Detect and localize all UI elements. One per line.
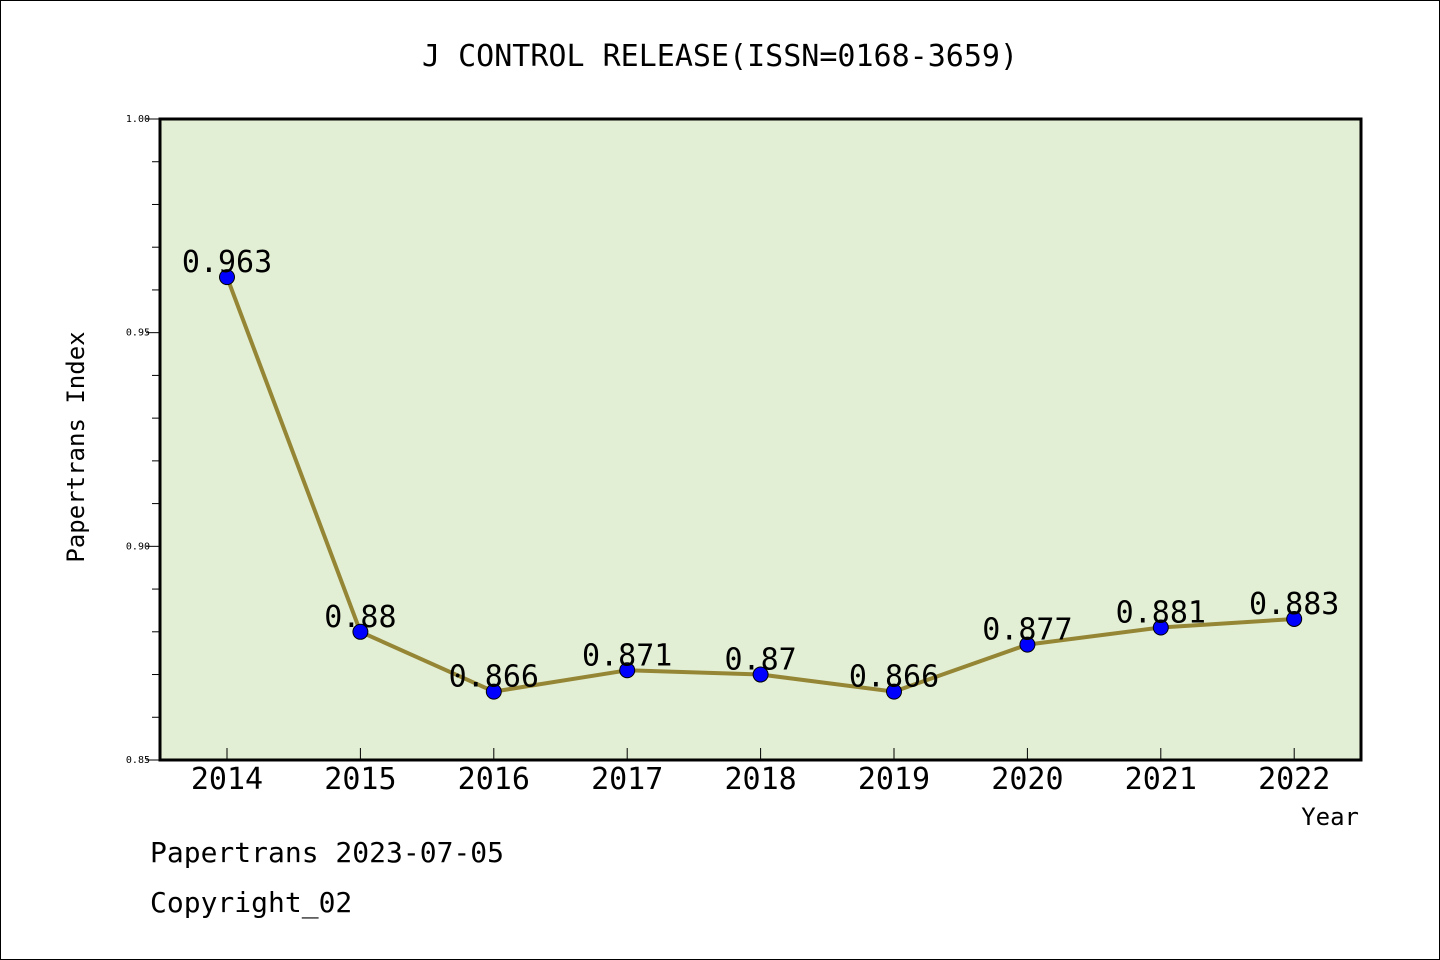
y-tick-label: 1.00 bbox=[126, 114, 150, 125]
y-tick-label: 0.85 bbox=[126, 755, 150, 766]
y-minor-ticks bbox=[152, 161, 159, 718]
data-point bbox=[1019, 636, 1036, 653]
y-tick-label: 0.90 bbox=[126, 541, 150, 552]
data-point bbox=[1152, 619, 1169, 636]
x-axis-label: Year bbox=[1301, 803, 1359, 831]
x-axis-ticks: 2014 2015 2016 2017 2018 2019 2020 2021 2022 bbox=[191, 748, 1330, 797]
data-point bbox=[752, 666, 769, 683]
data-label: 0.866 bbox=[449, 660, 539, 695]
chart-title: J CONTROL RELEASE(ISSN=0168-3659) bbox=[422, 39, 1018, 74]
x-tick-label: 2014 bbox=[191, 762, 263, 797]
x-tick-label: 2017 bbox=[591, 762, 663, 797]
plot-area bbox=[158, 117, 1363, 762]
data-label: 0.877 bbox=[982, 613, 1072, 648]
data-label: 0.963 bbox=[182, 245, 272, 280]
x-tick-label: 2016 bbox=[458, 762, 530, 797]
x-tick-label: 2021 bbox=[1125, 762, 1197, 797]
data-label: 0.88 bbox=[324, 600, 396, 635]
x-tick-label: 2020 bbox=[991, 762, 1063, 797]
data-point bbox=[886, 683, 902, 700]
data-label: 0.881 bbox=[1116, 596, 1206, 631]
footer-date: Papertrans 2023-07-05 bbox=[150, 836, 505, 869]
data-label: 0.883 bbox=[1249, 587, 1339, 622]
data-label: 0.87 bbox=[724, 643, 796, 678]
data-point bbox=[485, 683, 502, 700]
data-point bbox=[619, 662, 636, 679]
data-label: 0.871 bbox=[582, 638, 672, 673]
data-labels: 0.963 0.88 0.866 0.871 0.87 0.866 0.877 0.881 0.… bbox=[182, 245, 1340, 695]
y-axis-label: Papertrans Index bbox=[62, 331, 90, 562]
data-point bbox=[1286, 610, 1303, 627]
y-axis-ticks: 0.85 0.90 0.95 1.00 bbox=[126, 114, 159, 766]
y-tick-label: 0.95 bbox=[126, 328, 150, 339]
data-point bbox=[352, 623, 369, 640]
x-tick-label: 2022 bbox=[1258, 762, 1330, 797]
data-point bbox=[219, 269, 235, 286]
x-tick-label: 2018 bbox=[724, 762, 796, 797]
data-markers bbox=[219, 269, 1303, 700]
x-tick-label: 2015 bbox=[324, 762, 396, 797]
x-tick-label: 2019 bbox=[858, 762, 930, 797]
footer-copyright: Copyright_02 bbox=[150, 886, 353, 919]
data-label: 0.866 bbox=[849, 660, 939, 695]
